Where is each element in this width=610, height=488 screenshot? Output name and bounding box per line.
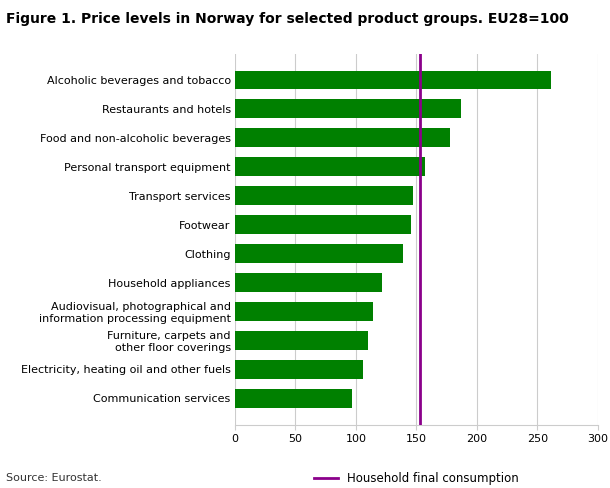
Bar xyxy=(235,273,382,292)
Bar xyxy=(235,389,352,407)
Bar xyxy=(235,360,363,379)
Bar xyxy=(235,186,413,205)
Text: Source: Eurostat.: Source: Eurostat. xyxy=(6,473,102,483)
Text: Figure 1. Price levels in Norway for selected product groups. EU28=100: Figure 1. Price levels in Norway for sel… xyxy=(6,12,569,26)
Bar xyxy=(235,244,403,263)
Legend: Household final consumption: Household final consumption xyxy=(309,468,523,488)
Bar xyxy=(235,100,461,118)
Bar xyxy=(235,157,425,176)
Bar xyxy=(235,128,450,147)
Bar xyxy=(235,302,373,321)
Bar xyxy=(235,71,551,89)
Bar xyxy=(235,215,412,234)
Bar xyxy=(235,331,368,350)
